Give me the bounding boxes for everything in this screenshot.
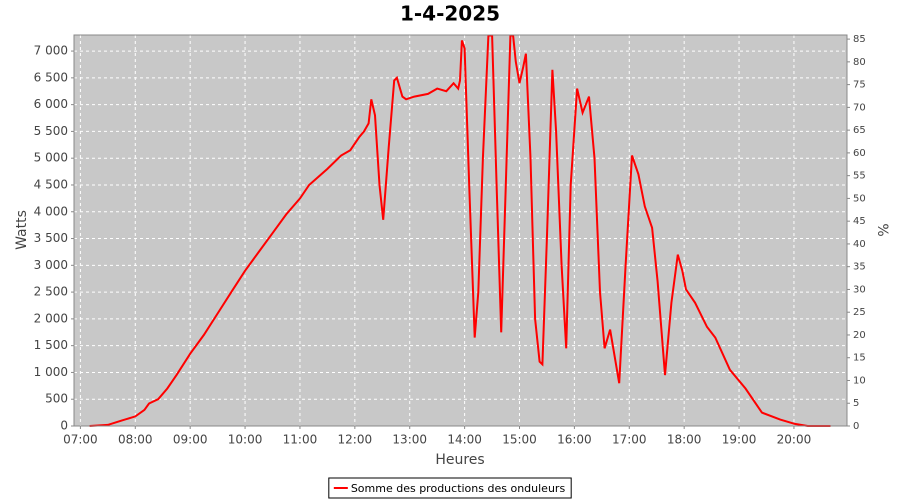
y2-tick-label: 15 xyxy=(853,353,866,364)
y2-tick-label: 60 xyxy=(853,148,866,159)
x-tick-label: 17:00 xyxy=(612,433,647,447)
y2-tick-label: 45 xyxy=(853,216,866,227)
y2-axis-title: % xyxy=(874,223,890,236)
x-tick-label: 08:00 xyxy=(118,433,153,447)
y-tick-label: 7 000 xyxy=(34,44,68,58)
x-tick-label: 12:00 xyxy=(338,433,373,447)
y-tick-label: 1 500 xyxy=(34,338,68,352)
y2-tick-label: 85 xyxy=(853,34,866,45)
x-tick-label: 11:00 xyxy=(283,433,318,447)
y-tick-label: 1 000 xyxy=(34,365,68,379)
y2-tick-label: 0 xyxy=(853,421,859,432)
y-tick-label: 2 000 xyxy=(34,311,68,325)
y-tick-label: 2 500 xyxy=(34,285,68,299)
plot-border xyxy=(73,34,848,427)
x-tick-label: 18:00 xyxy=(667,433,702,447)
x-tick-label: 07:00 xyxy=(63,433,98,447)
y-tick-label: 3 500 xyxy=(34,231,68,245)
y2-tick-label: 75 xyxy=(853,80,866,91)
y2-tick-label: 30 xyxy=(853,284,866,295)
y-axis-title: Watts xyxy=(14,210,30,250)
legend-box xyxy=(328,477,572,499)
y2-tick-label: 70 xyxy=(853,102,866,113)
x-tick-label: 10:00 xyxy=(228,433,263,447)
y2-tick-label: 65 xyxy=(853,125,866,136)
y2-tick-label: 50 xyxy=(853,193,866,204)
legend: Somme des productions des onduleurs xyxy=(328,477,572,499)
y2-tick-label: 25 xyxy=(853,307,866,318)
plot-area xyxy=(74,35,847,426)
x-tick-label: 13:00 xyxy=(392,433,427,447)
y-tick-label: 6 000 xyxy=(34,97,68,111)
x-axis-title: Heures xyxy=(435,452,484,468)
y-tick-label: 4 000 xyxy=(34,204,68,218)
x-tick-label: 09:00 xyxy=(173,433,208,447)
y2-tick-label: 10 xyxy=(853,375,866,386)
legend-label: Somme des productions des onduleurs xyxy=(351,482,566,495)
y-tick-label: 4 500 xyxy=(34,177,68,191)
x-tick-label: 15:00 xyxy=(502,433,537,447)
y2-tick-label: 40 xyxy=(853,239,866,250)
y2-tick-label: 80 xyxy=(853,57,866,68)
x-tick-label: 19:00 xyxy=(722,433,757,447)
y-tick-label: 6 500 xyxy=(34,70,68,84)
y2-tick-label: 20 xyxy=(853,330,866,341)
y-tick-label: 500 xyxy=(45,392,68,406)
y2-tick-label: 35 xyxy=(853,262,866,273)
chart-title: 1-4-2025 xyxy=(400,2,500,26)
x-tick-label: 14:00 xyxy=(447,433,482,447)
y2-tick-label: 55 xyxy=(853,171,866,182)
y-tick-label: 3 000 xyxy=(34,258,68,272)
y-tick-label: 0 xyxy=(60,419,68,433)
x-tick-label: 16:00 xyxy=(557,433,592,447)
x-tick-label: 20:00 xyxy=(777,433,812,447)
y-tick-label: 5 000 xyxy=(34,151,68,165)
y2-tick-label: 5 xyxy=(853,398,859,409)
y-tick-label: 5 500 xyxy=(34,124,68,138)
